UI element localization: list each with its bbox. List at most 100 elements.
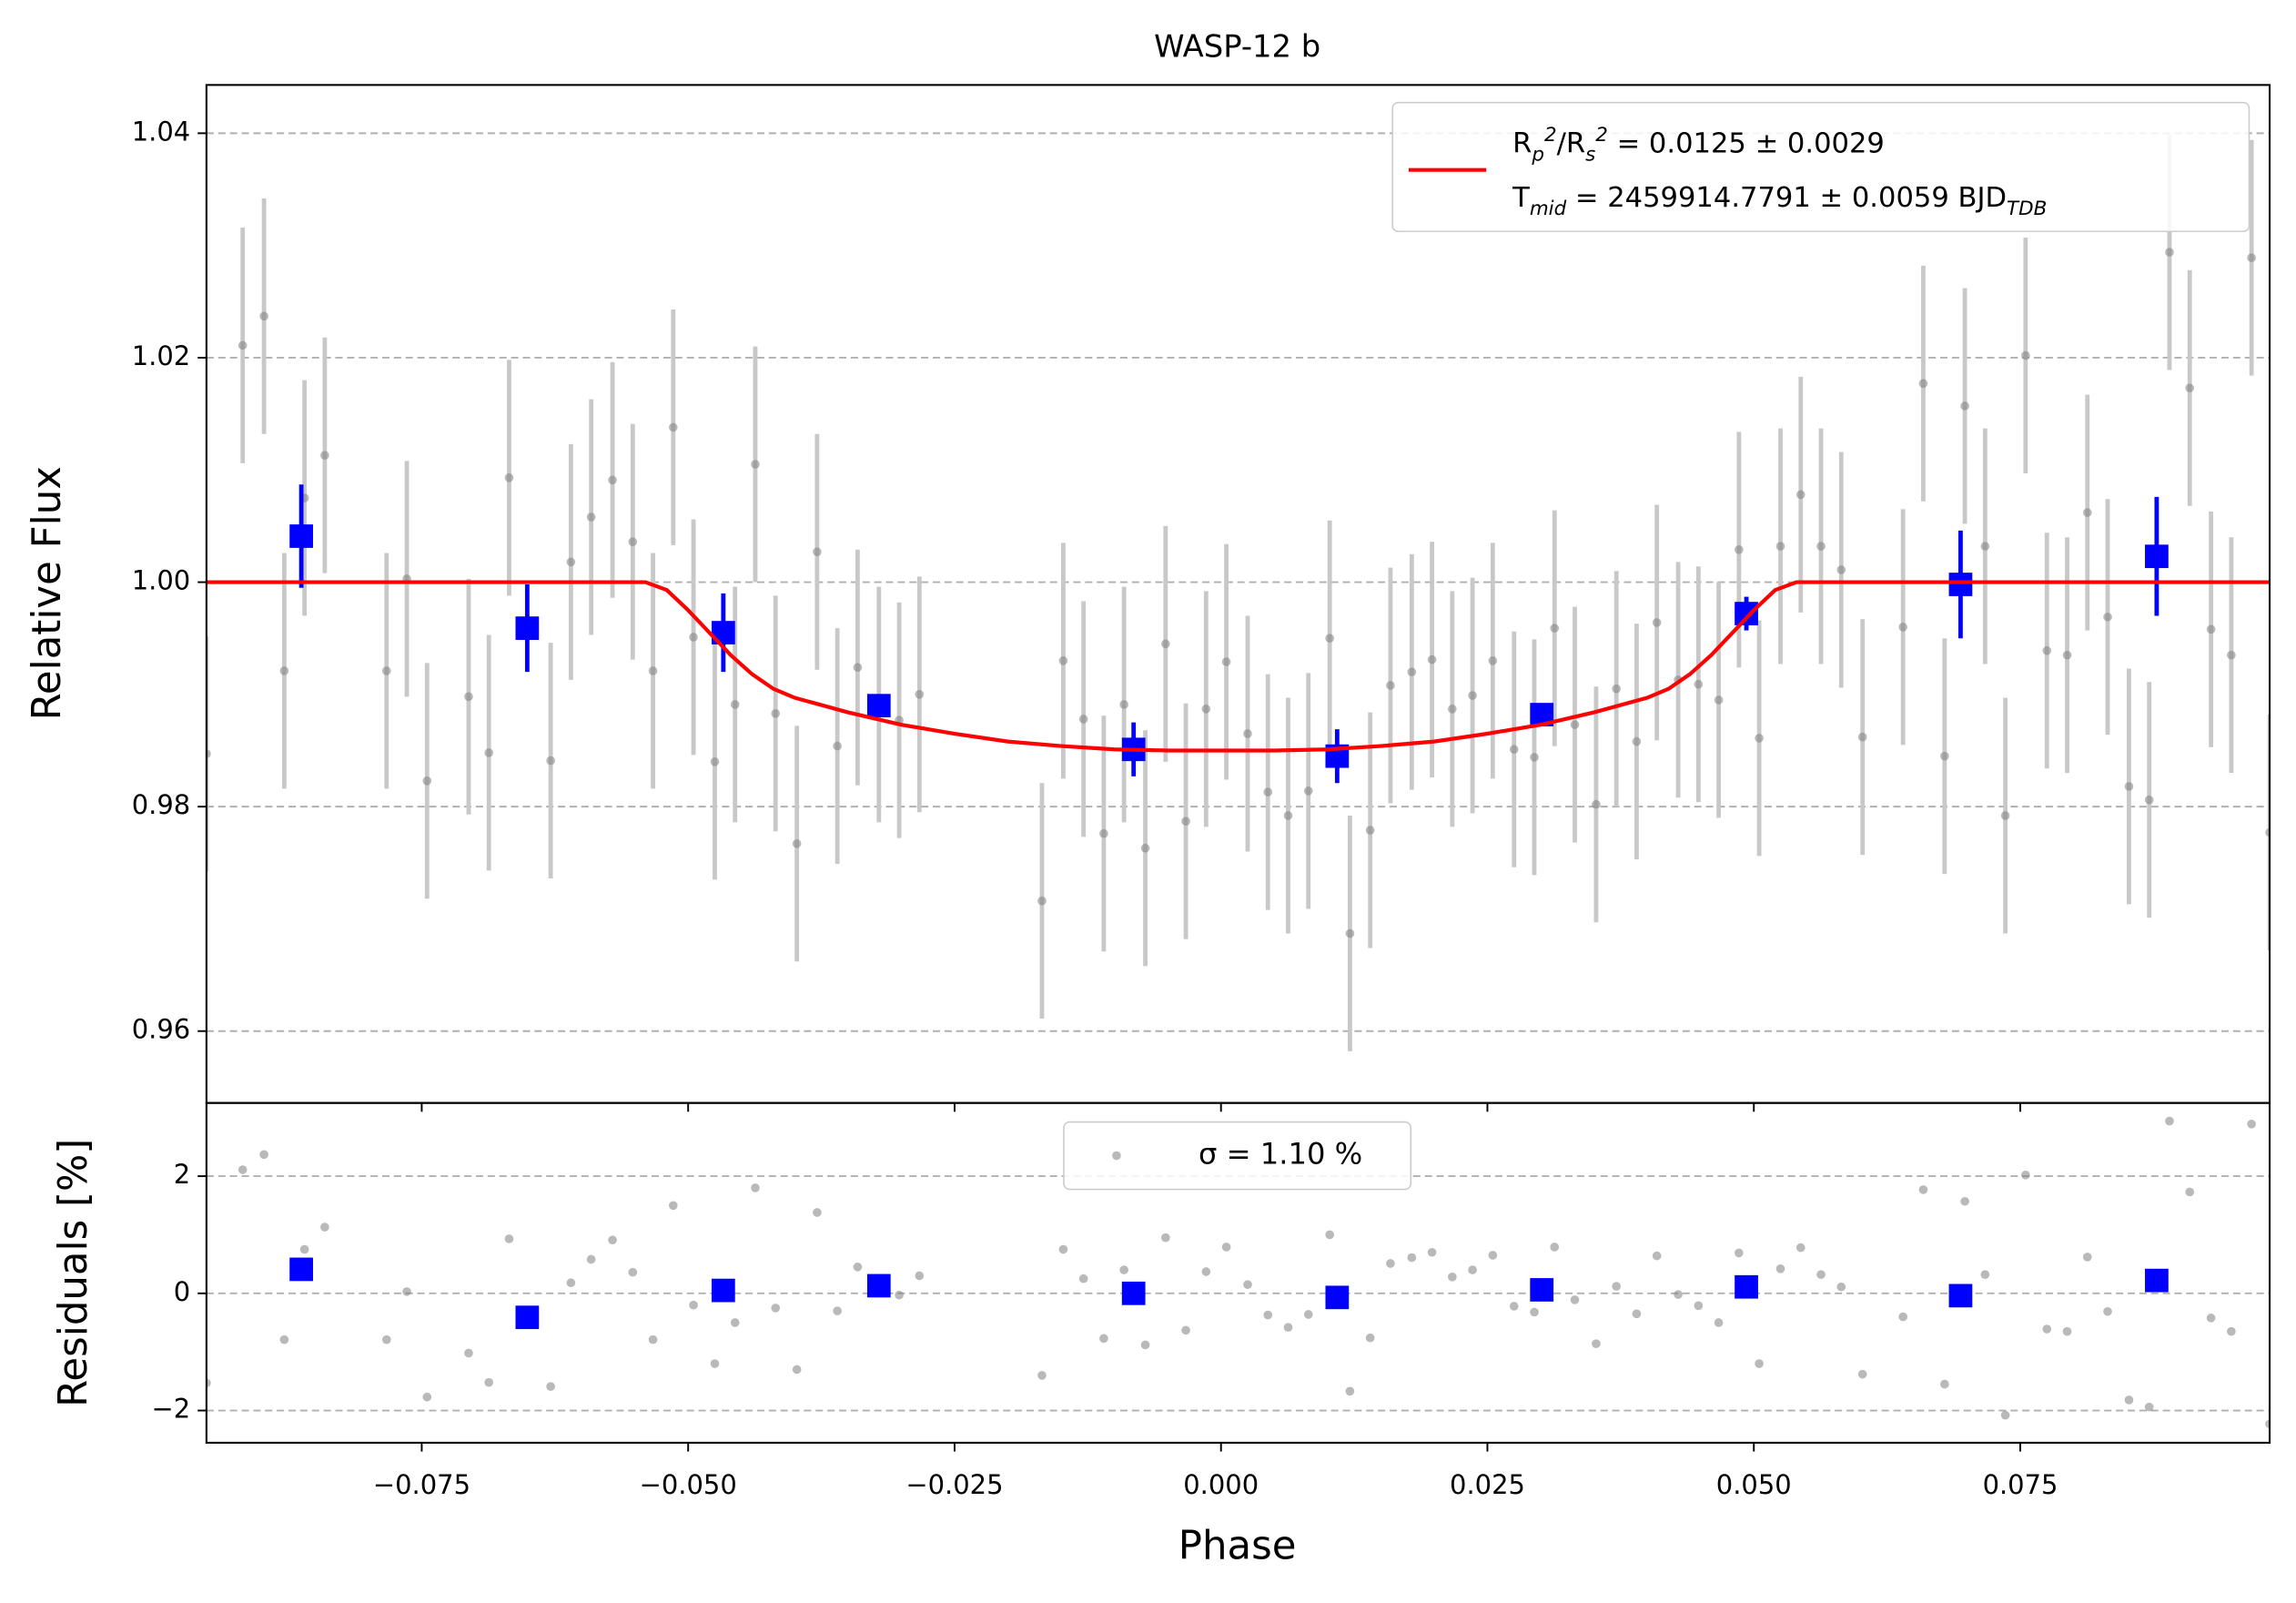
legend-box <box>1391 101 2250 233</box>
y-tick-label: 1.04 <box>132 116 190 147</box>
data-point <box>833 741 842 751</box>
residual-point <box>1735 1248 1744 1258</box>
y-axis-label: Relative Flux <box>25 466 70 720</box>
data-point <box>1283 811 1293 820</box>
data-point <box>689 633 698 642</box>
residual-point <box>1365 1333 1375 1343</box>
data-point <box>1918 379 1928 389</box>
x-tick-label: 0.000 <box>1183 1469 1259 1500</box>
binned-residual <box>1325 1285 1350 1310</box>
data-point <box>2021 350 2030 360</box>
data-point <box>813 547 822 557</box>
residual-point <box>259 1150 268 1160</box>
residual-point <box>1960 1196 1969 1206</box>
data-point <box>2082 508 2092 517</box>
data-point <box>1325 634 1334 644</box>
residual-point <box>1345 1386 1355 1396</box>
residual-point <box>1980 1270 1990 1280</box>
binned-point <box>866 694 891 718</box>
residual-point <box>1918 1185 1928 1194</box>
data-point <box>422 776 432 786</box>
residual-point <box>1652 1251 1662 1261</box>
data-point <box>1550 624 1560 633</box>
data-point <box>1652 618 1662 627</box>
residual-point <box>2082 1253 2092 1262</box>
data-point <box>1857 732 1867 742</box>
residual-point <box>1488 1251 1498 1260</box>
data-point <box>668 422 678 432</box>
binned-point <box>1735 602 1758 625</box>
residual-point <box>1099 1334 1108 1344</box>
data-point <box>1898 623 1908 632</box>
binned-residual <box>866 1273 891 1298</box>
data-point <box>1181 817 1190 826</box>
residual-point <box>1140 1340 1150 1350</box>
data-point <box>608 475 617 485</box>
data-point <box>648 666 658 675</box>
residual-point <box>1898 1312 1908 1322</box>
data-point <box>2144 795 2154 805</box>
residual-point <box>1468 1265 1477 1274</box>
residual-point <box>792 1365 802 1375</box>
legend-box <box>1063 1121 1412 1191</box>
residual-point <box>771 1304 781 1313</box>
data-point <box>1836 565 1846 574</box>
y-tick-label: 1.02 <box>132 340 190 371</box>
residual-point <box>206 1378 211 1388</box>
data-point <box>279 666 289 675</box>
residual-point <box>2103 1306 2112 1316</box>
data-point <box>1694 679 1704 689</box>
plot-area <box>206 132 2271 1051</box>
data-point <box>504 473 514 482</box>
binned-point <box>515 616 540 640</box>
residual-point <box>320 1223 329 1232</box>
data-point <box>1140 843 1150 853</box>
residual-point <box>1325 1230 1334 1240</box>
data-point <box>915 690 925 699</box>
residual-point <box>464 1348 473 1358</box>
data-point <box>2185 383 2195 393</box>
residual-point <box>1263 1310 1273 1320</box>
data-point <box>1221 657 1231 666</box>
binned-residual <box>1121 1281 1146 1305</box>
residual-point <box>1694 1301 1704 1311</box>
data-point <box>1427 654 1437 665</box>
residual-point <box>2144 1402 2154 1412</box>
data-point <box>2227 650 2236 660</box>
residual-point <box>238 1165 248 1174</box>
data-point <box>1345 928 1355 938</box>
residual-point <box>546 1382 555 1391</box>
residual-point <box>1714 1318 1724 1327</box>
residual-point <box>1550 1243 1560 1252</box>
data-point <box>1795 490 1805 500</box>
residual-point <box>1283 1323 1293 1332</box>
data-point <box>1775 542 1785 551</box>
binned-point <box>289 524 313 548</box>
data-point <box>464 692 473 702</box>
residual-point <box>853 1263 863 1272</box>
data-point <box>1530 753 1539 762</box>
residual-point <box>628 1267 638 1277</box>
y-tick-label: 1.00 <box>132 565 190 596</box>
data-point <box>1037 896 1047 906</box>
data-point <box>1407 667 1417 677</box>
data-point <box>1509 745 1519 755</box>
data-point <box>628 537 638 546</box>
binned-residual <box>711 1278 735 1303</box>
residual-point <box>402 1287 411 1296</box>
binned-residual <box>2145 1268 2169 1293</box>
x-axis-label: Phase <box>1178 1523 1297 1568</box>
x-tick-label: 0.075 <box>1983 1469 2058 1500</box>
data-point <box>1960 401 1969 411</box>
data-point <box>1243 729 1252 738</box>
y-tick-label: 0.96 <box>132 1014 190 1045</box>
residual-point <box>1386 1259 1395 1268</box>
residual-point <box>1427 1247 1437 1257</box>
data-point <box>792 839 802 848</box>
x-tick-label: −0.075 <box>373 1469 470 1500</box>
data-point <box>1078 715 1088 724</box>
data-point <box>1448 705 1457 714</box>
residual-point <box>2165 1116 2174 1126</box>
